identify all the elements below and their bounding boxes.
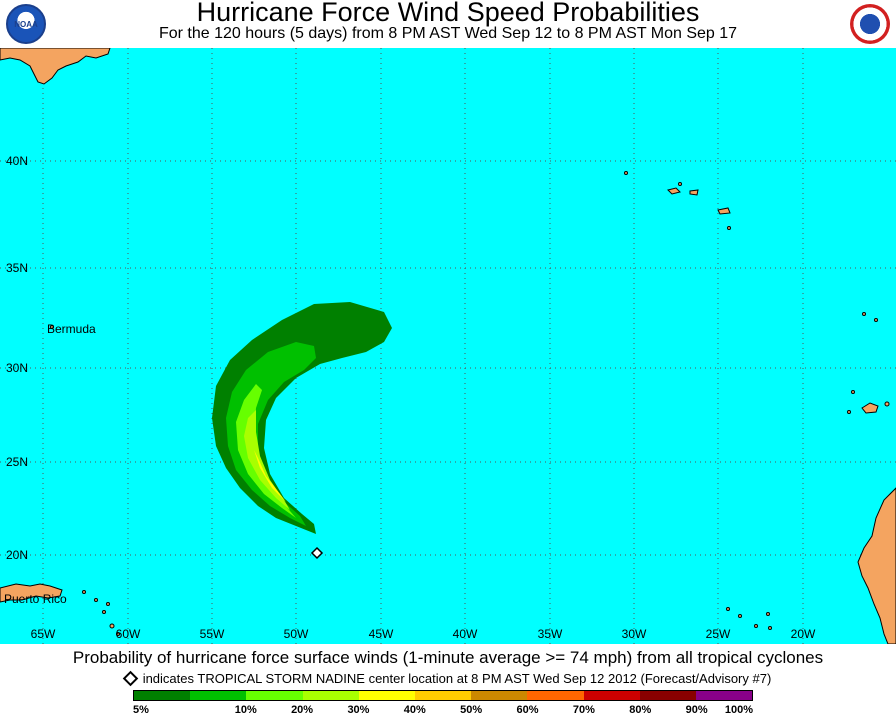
page-subtitle: For the 120 hours (5 days) from 8 PM AST…: [158, 25, 738, 42]
lon-label: 25W: [706, 627, 731, 641]
lon-label: 65W: [31, 627, 56, 641]
legend-tick-label: 60%: [516, 704, 539, 716]
swath-30pct: [244, 410, 290, 510]
azores-1: [667, 187, 681, 195]
lat-label: 25N: [6, 455, 28, 469]
legend-tick-label: 100%: [724, 704, 754, 716]
header: NOAA Hurricane Force Wind Speed Probabil…: [0, 0, 896, 48]
legend-tick-label: 20%: [291, 704, 314, 716]
ocean: [0, 48, 896, 644]
legend-swatch: [527, 691, 584, 700]
canary-islands: [861, 402, 879, 414]
lon-label: 30W: [622, 627, 647, 641]
puerto-rico-hispaniola: [0, 583, 63, 603]
legend-tick-label: 10%: [234, 704, 257, 716]
lon-label: 20W: [791, 627, 816, 641]
small-islands: [50, 171, 890, 636]
map-svg: 40N 35N 30N 25N 20N 65W 60W 55W 50W 45W …: [0, 48, 896, 644]
lon-label: 45W: [369, 627, 394, 641]
legend-swatch: [246, 691, 303, 700]
lat-label: 20N: [6, 548, 28, 562]
legend-tick-label: 70%: [572, 704, 595, 716]
legend-tick-label: 30%: [347, 704, 370, 716]
legend-tick-label: 80%: [629, 704, 652, 716]
map: 40N 35N 30N 25N 20N 65W 60W 55W 50W 45W …: [0, 48, 896, 644]
diamond-icon: [122, 670, 138, 687]
legend-swatch: [358, 691, 415, 700]
lat-label: 35N: [6, 261, 28, 275]
swath-10pct: [226, 342, 316, 526]
legend-swatch: [695, 691, 753, 700]
madeira: [717, 207, 731, 215]
land: [0, 48, 896, 644]
nws-logo: [850, 4, 890, 44]
lat-label: 30N: [6, 361, 28, 375]
lat-label: 40N: [6, 154, 28, 168]
legend-tick-label: 90%: [685, 704, 708, 716]
footer-storm-note: indicates TROPICAL STORM NADINE center l…: [142, 671, 772, 686]
west-africa: [857, 487, 896, 644]
lon-label: 40W: [453, 627, 478, 641]
footer-storm-note-line: indicates TROPICAL STORM NADINE center l…: [0, 670, 896, 687]
legend-swatch: [583, 691, 640, 700]
newfoundland: [0, 48, 111, 85]
legend-swatch: [302, 691, 359, 700]
legend-tick-label: 40%: [403, 704, 426, 716]
noaa-logo: NOAA: [6, 4, 46, 44]
lon-label: 60W: [116, 627, 141, 641]
legend-swatch: [639, 691, 696, 700]
page-title: Hurricane Force Wind Speed Probabilities: [196, 0, 700, 27]
puerto-rico-label: Puerto Rico: [4, 592, 67, 606]
legend-swatch: [190, 691, 247, 700]
noaa-logo-text: NOAA: [14, 20, 38, 29]
azores-2: [689, 189, 699, 196]
footer: Probability of hurricane force surface w…: [0, 644, 896, 716]
storm-center-icon: [310, 546, 324, 560]
legend-swatch: [134, 691, 191, 700]
legend-tick-label: 50%: [460, 704, 483, 716]
bermuda-label: Bermuda: [47, 322, 96, 336]
footer-description: Probability of hurricane force surface w…: [72, 648, 824, 667]
lon-label: 50W: [284, 627, 309, 641]
legend-tick-label: 5%: [133, 704, 149, 716]
lon-label: 55W: [200, 627, 225, 641]
legend-swatch: [471, 691, 528, 700]
legend-colorbar: [133, 690, 753, 701]
legend-ticks: 5% 10% 20% 30% 40% 50% 60% 70% 80% 90% 100%: [0, 704, 896, 718]
legend-swatch: [414, 691, 472, 700]
probability-swath: [212, 302, 392, 534]
lon-label: 35W: [538, 627, 563, 641]
